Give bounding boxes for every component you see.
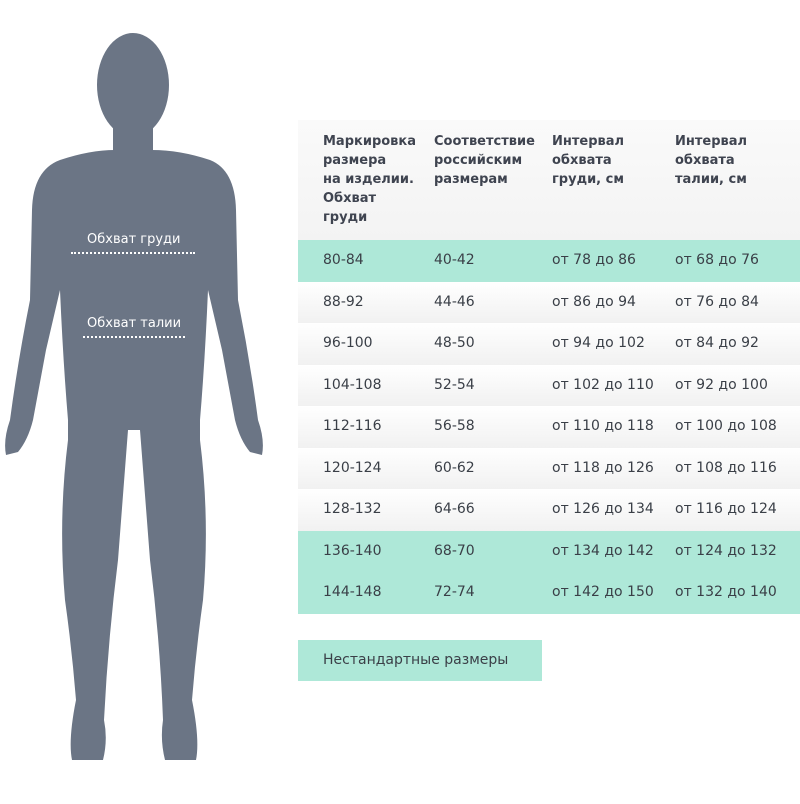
table-row: 96-100 48-50 от 94 до 102 от 84 до 92 xyxy=(298,323,800,365)
table-cell: от 78 до 86 xyxy=(552,252,636,268)
table-cell: 56-58 xyxy=(434,418,475,434)
table-cell: 44-46 xyxy=(434,293,475,310)
table-row: 80-84 40-42 от 78 до 86 от 68 до 76 xyxy=(298,240,800,282)
table-cell: от 100 до 108 xyxy=(675,418,777,434)
size-table: Маркировка размера на изделии. Обхват гр… xyxy=(298,120,800,614)
header-russian-size: Соответствие российским размерам xyxy=(434,134,535,187)
table-cell: от 102 до 110 xyxy=(552,376,654,393)
table-cell: от 118 до 126 xyxy=(552,459,654,476)
table-cell: от 132 до 140 xyxy=(675,584,777,600)
table-cell: 136-140 xyxy=(323,542,382,559)
nonstandard-sizes-legend: Нестандартные размеры xyxy=(298,640,542,681)
table-cell: 96-100 xyxy=(323,335,373,351)
header-chest-range: Интервал обхвата груди, см xyxy=(552,134,625,187)
table-cell: от 124 до 132 xyxy=(675,542,777,559)
table-cell: от 142 до 150 xyxy=(552,584,654,600)
chest-girth-label: Обхват груди xyxy=(87,232,181,247)
table-header: Маркировка размера на изделии. Обхват гр… xyxy=(298,120,800,240)
table-cell: от 86 до 94 xyxy=(552,293,636,310)
table-cell: от 116 до 124 xyxy=(675,501,777,517)
table-cell: 72-74 xyxy=(434,584,475,600)
table-cell: от 108 до 116 xyxy=(675,459,777,476)
table-cell: от 68 до 76 xyxy=(675,252,759,268)
table-cell: 88-92 xyxy=(323,293,364,310)
table-cell: 104-108 xyxy=(323,376,382,393)
table-row: 136-140 68-70 от 134 до 142 от 124 до 132 xyxy=(298,530,800,572)
table-cell: 68-70 xyxy=(434,542,475,559)
waist-girth-label: Обхват талии xyxy=(87,316,182,331)
table-row: 112-116 56-58 от 110 до 118 от 100 до 108 xyxy=(298,406,800,448)
table-cell: от 94 до 102 xyxy=(552,335,645,351)
table-cell: от 76 до 84 xyxy=(675,293,759,310)
table-cell: 112-116 xyxy=(323,418,382,434)
table-cell: от 126 до 134 xyxy=(552,501,654,517)
table-row: 128-132 64-66 от 126 до 134 от 116 до 124 xyxy=(298,489,800,531)
table-cell: 144-148 xyxy=(323,584,382,600)
header-size-marking: Маркировка размера на изделии. Обхват гр… xyxy=(323,134,417,225)
chest-line xyxy=(71,252,195,254)
header-waist-range: Интервал обхвата талии, см xyxy=(675,134,748,187)
table-row: 104-108 52-54 от 102 до 110 от 92 до 100 xyxy=(298,364,800,406)
table-row: 120-124 60-62 от 118 до 126 от 108 до 116 xyxy=(298,447,800,489)
table-cell: 64-66 xyxy=(434,501,475,517)
table-cell: 52-54 xyxy=(434,376,475,393)
table-cell: от 134 до 142 xyxy=(552,542,654,559)
table-cell: 60-62 xyxy=(434,459,475,476)
human-figure-icon xyxy=(5,33,263,760)
table-cell: 80-84 xyxy=(323,252,364,268)
table-cell: 48-50 xyxy=(434,335,475,351)
table-cell: 40-42 xyxy=(434,252,475,268)
table-cell: 120-124 xyxy=(323,459,382,476)
table-row: 144-148 72-74 от 142 до 150 от 132 до 140 xyxy=(298,572,800,614)
table-row: 88-92 44-46 от 86 до 94 от 76 до 84 xyxy=(298,281,800,323)
table-cell: от 92 до 100 xyxy=(675,376,768,393)
table-cell: от 110 до 118 xyxy=(552,418,654,434)
body-silhouette: Обхват груди Обхват талии xyxy=(0,0,270,800)
table-cell: 128-132 xyxy=(323,501,382,517)
waist-line xyxy=(83,336,185,338)
table-cell: от 84 до 92 xyxy=(675,335,759,351)
